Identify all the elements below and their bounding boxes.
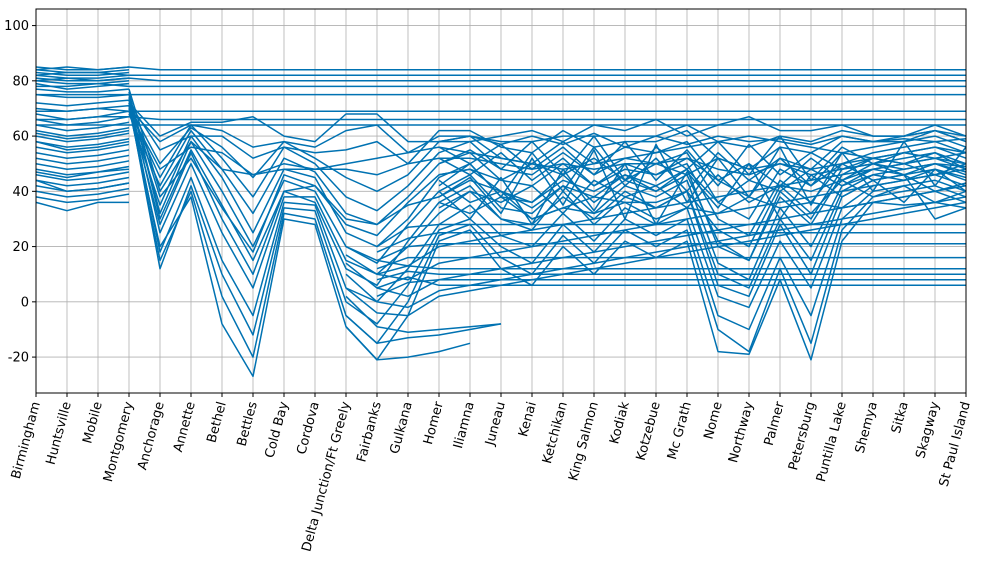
series-line — [438, 135, 967, 182]
series-line — [376, 278, 966, 297]
series-line — [128, 110, 967, 176]
series-line — [438, 168, 967, 209]
series-line — [345, 196, 967, 309]
series-line — [376, 276, 966, 289]
series-line — [438, 151, 967, 187]
series-line — [35, 149, 130, 159]
series-line — [376, 243, 966, 262]
series-line — [376, 256, 966, 270]
series-line — [345, 295, 502, 333]
series-line — [438, 146, 967, 198]
series-line — [35, 127, 130, 137]
series-line — [36, 82, 966, 88]
series-line — [128, 102, 967, 143]
y-tick-label: 40 — [12, 185, 29, 200]
series-line — [128, 105, 967, 358]
series-line — [345, 315, 502, 345]
series-line — [376, 223, 966, 248]
series-line — [35, 193, 130, 204]
series-line — [35, 171, 130, 182]
series-line — [128, 108, 967, 378]
series-line — [345, 151, 967, 267]
series-line — [35, 160, 130, 170]
series-line — [35, 140, 130, 151]
y-tick-label: 20 — [12, 240, 29, 255]
series-line — [35, 74, 130, 79]
series-line — [35, 176, 130, 187]
series-line — [345, 326, 471, 361]
series-line — [376, 265, 966, 275]
series-line — [128, 105, 967, 298]
series-lines — [35, 66, 967, 378]
series-line — [35, 80, 130, 85]
y-tick-label: 0 — [21, 295, 29, 310]
series-line — [128, 102, 967, 170]
series-line — [35, 187, 130, 198]
series-line — [438, 196, 967, 220]
y-tick-label: 80 — [12, 74, 29, 89]
series-line — [35, 168, 130, 179]
series-line — [35, 115, 130, 126]
series-line — [128, 100, 967, 317]
y-axis: -20 0 20 40 60 80 100 — [4, 19, 36, 366]
series-line — [35, 88, 130, 93]
series-line — [35, 179, 130, 193]
y-tick-label: -20 — [8, 351, 29, 366]
series-line — [35, 138, 130, 148]
series-line — [36, 115, 966, 121]
series-line — [376, 270, 966, 281]
series-line — [35, 71, 966, 77]
series-line — [35, 77, 966, 82]
series-line — [438, 174, 967, 215]
series-line — [35, 165, 130, 176]
series-line — [35, 129, 130, 140]
series-line — [35, 143, 130, 154]
series-line — [438, 140, 967, 187]
series-line — [35, 93, 130, 99]
series-line — [438, 157, 967, 182]
series-line — [35, 132, 130, 143]
series-line — [438, 140, 967, 220]
y-tick-label: 60 — [12, 130, 29, 145]
series-line — [128, 110, 967, 262]
series-line — [438, 132, 967, 148]
series-line — [35, 99, 130, 107]
series-line — [128, 107, 967, 154]
series-line — [438, 162, 967, 226]
series-line — [128, 105, 967, 198]
series-line — [35, 201, 129, 212]
series-line — [36, 107, 966, 112]
series-line — [376, 232, 966, 253]
y-tick-label: 100 — [4, 19, 29, 34]
series-line — [35, 66, 966, 71]
series-line — [128, 113, 967, 237]
series-line — [35, 154, 130, 165]
